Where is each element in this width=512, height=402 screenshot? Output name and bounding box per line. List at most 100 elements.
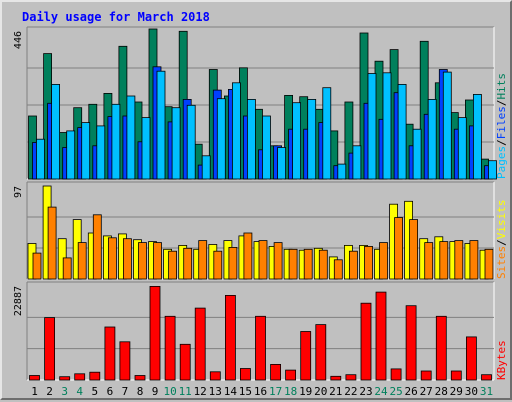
- day-label-17: 17: [269, 385, 282, 398]
- bar-sites-day-24: [379, 242, 388, 280]
- bar-kbytes-day-24: [375, 291, 387, 381]
- bar-sites-day-30: [469, 240, 479, 280]
- bar-pages-day-10: [171, 107, 181, 180]
- bar-sites-day-11: [183, 247, 193, 280]
- bar-sites-day-2: [47, 206, 57, 280]
- day-label-23: 23: [359, 385, 372, 398]
- day-label-21: 21: [329, 385, 342, 398]
- day-label-6: 6: [107, 385, 114, 398]
- day-label-20: 20: [314, 385, 327, 398]
- day-label-1: 1: [31, 385, 38, 398]
- bar-sites-day-19: [303, 248, 313, 280]
- bar-kbytes-day-28: [435, 315, 447, 381]
- bar-sites-day-22: [348, 250, 358, 280]
- day-label-4: 4: [76, 385, 83, 398]
- bar-kbytes-day-10: [164, 315, 176, 381]
- bar-sites-day-21: [333, 259, 343, 280]
- day-label-19: 19: [299, 385, 312, 398]
- bar-pages-day-11: [186, 104, 196, 180]
- bar-kbytes-day-17: [270, 363, 282, 381]
- bar-kbytes-day-20: [315, 324, 327, 381]
- legend-separator: /: [495, 239, 508, 246]
- day-label-13: 13: [209, 385, 222, 398]
- bar-kbytes-day-29: [450, 370, 462, 381]
- legend-visits: Visits: [495, 200, 508, 240]
- day-label-16: 16: [254, 385, 267, 398]
- bar-kbytes-day-22: [345, 374, 357, 381]
- bar-kbytes-day-4: [74, 373, 86, 381]
- bar-sites-day-6: [108, 237, 117, 280]
- bar-kbytes-day-14: [224, 294, 236, 381]
- legend-pages: Pages: [495, 146, 508, 179]
- bar-kbytes-day-1: [29, 375, 40, 381]
- bar-kbytes-day-30: [465, 336, 477, 381]
- bar-pages-day-4: [81, 122, 91, 180]
- bar-pages-day-2: [51, 84, 60, 180]
- bar-pages-day-29: [457, 117, 467, 180]
- bar-sites-day-3: [62, 257, 72, 280]
- bar-pages-day-8: [141, 117, 151, 180]
- bar-kbytes-day-27: [420, 370, 432, 381]
- bar-pages-day-20: [322, 87, 332, 180]
- bar-kbytes-day-16: [255, 315, 266, 381]
- bar-sites-day-18: [288, 248, 298, 280]
- bar-pages-day-5: [96, 125, 106, 180]
- bar-sites-day-1: [32, 252, 42, 280]
- bar-pages-day-7: [126, 95, 136, 180]
- bar-sites-day-16: [258, 240, 268, 280]
- bar-sites-day-15: [243, 232, 253, 280]
- bar-pages-day-27: [427, 99, 437, 180]
- bar-kbytes-day-19: [300, 331, 312, 381]
- legend-separator: /: [495, 139, 508, 146]
- bar-pages-day-24: [382, 72, 392, 180]
- bar-sites-day-12: [198, 240, 208, 280]
- legend-sites: Sites: [495, 246, 508, 279]
- y-max-label-3: 22887: [13, 286, 24, 316]
- bar-pages-day-6: [111, 103, 121, 180]
- bar-sites-day-26: [409, 219, 419, 280]
- legend-files: Files: [495, 106, 508, 139]
- bar-sites-day-13: [213, 250, 223, 280]
- bar-pages-day-1: [36, 138, 45, 180]
- bar-sites-day-31: [484, 248, 494, 280]
- legend-hits: Hits: [495, 73, 508, 100]
- day-label-8: 8: [137, 385, 144, 398]
- chart-title: Daily usage for March 2018: [22, 10, 210, 24]
- legend-3: KBytes: [495, 340, 508, 380]
- legend-separator: /: [495, 100, 508, 107]
- bar-sites-day-27: [424, 242, 434, 280]
- day-label-14: 14: [224, 385, 238, 398]
- bar-kbytes-day-18: [285, 369, 297, 381]
- day-label-10: 10: [163, 385, 176, 398]
- day-label-31: 31: [480, 385, 493, 398]
- day-label-5: 5: [91, 385, 98, 398]
- day-label-24: 24: [374, 385, 388, 398]
- bar-kbytes-day-25: [390, 368, 402, 381]
- bar-pages-day-26: [412, 128, 422, 180]
- bar-pages-day-22: [352, 145, 362, 180]
- bar-pages-day-14: [231, 82, 241, 180]
- day-label-22: 22: [344, 385, 357, 398]
- bar-pages-day-3: [66, 130, 76, 180]
- day-label-18: 18: [284, 385, 297, 398]
- bar-sites-day-5: [92, 214, 102, 280]
- bar-sites-day-10: [168, 250, 178, 280]
- bar-kbytes-day-31: [481, 374, 492, 381]
- bar-sites-day-7: [123, 238, 132, 280]
- day-label-3: 3: [61, 385, 68, 398]
- bar-sites-day-29: [454, 240, 464, 280]
- bar-pages-day-21: [337, 163, 347, 180]
- day-label-9: 9: [152, 385, 159, 398]
- day-label-2: 2: [46, 385, 53, 398]
- legend-2: Sites/Visits: [495, 200, 508, 280]
- y-max-label-1: 446: [13, 31, 24, 49]
- bar-kbytes-day-21: [330, 375, 342, 381]
- bar-pages-day-18: [292, 102, 302, 180]
- bar-pages-day-23: [367, 73, 377, 180]
- bar-pages-day-13: [216, 98, 226, 180]
- bar-sites-day-23: [364, 245, 373, 280]
- bar-sites-day-8: [138, 242, 147, 280]
- bar-kbytes-day-6: [104, 326, 116, 381]
- day-label-11: 11: [179, 385, 192, 398]
